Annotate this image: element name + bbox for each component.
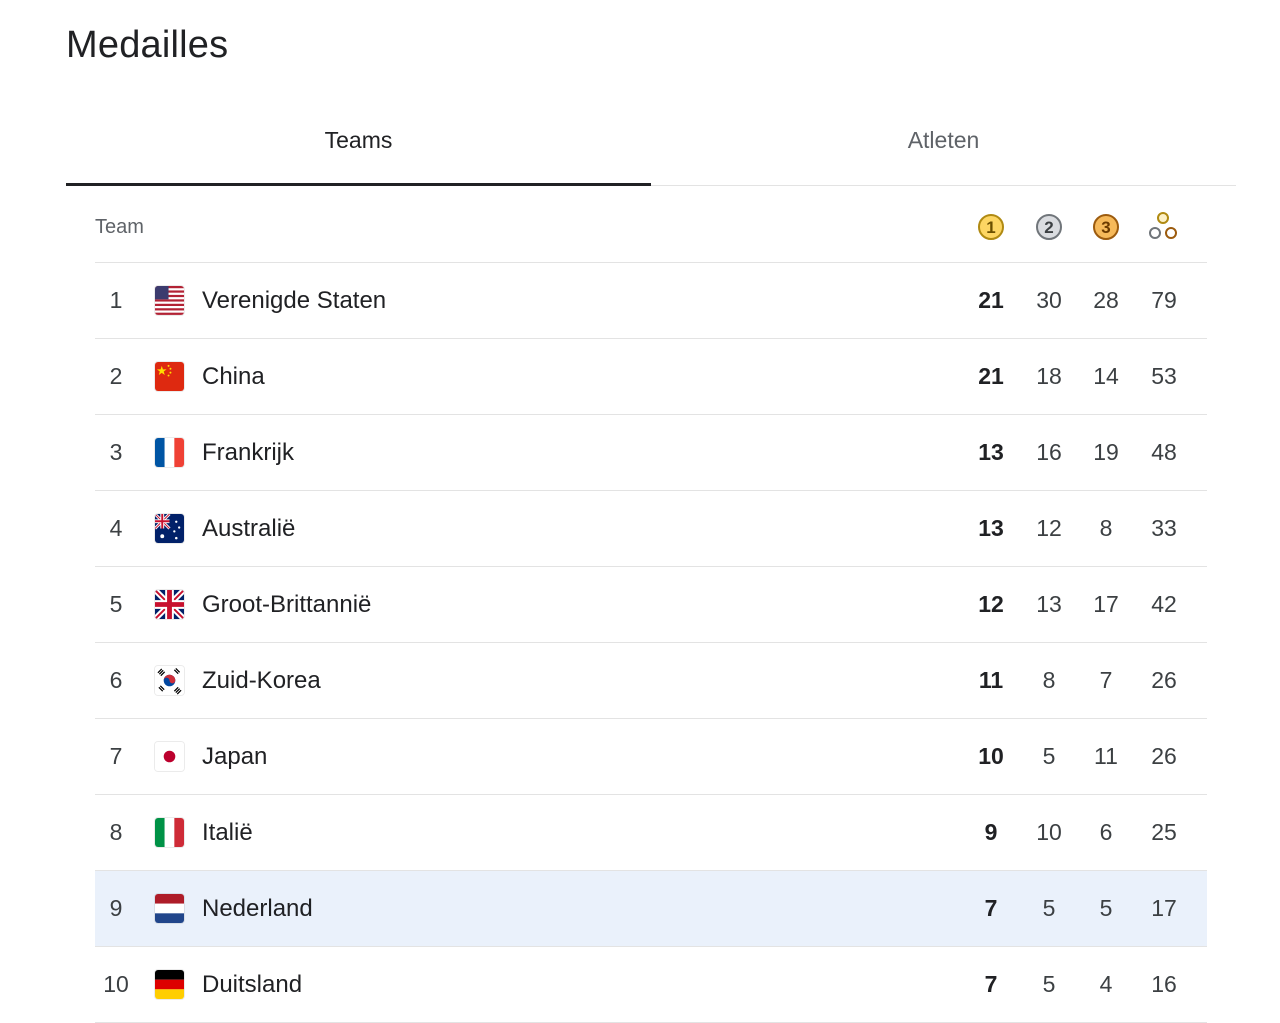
total-count: 33 (1151, 515, 1177, 541)
bronze-count: 7 (1099, 667, 1113, 693)
rank: 4 (109, 515, 123, 541)
us-flag-icon (155, 286, 184, 315)
tab-atleten[interactable]: Atleten (907, 127, 980, 153)
country-name: Groot-Brittannië (202, 590, 372, 618)
total-count: 25 (1151, 819, 1177, 845)
gold-count: 7 (984, 971, 998, 997)
nl-flag-icon (155, 894, 184, 923)
rank: 3 (109, 439, 123, 465)
tab-teams[interactable]: Teams (66, 100, 651, 186)
column-header-team[interactable]: Team (95, 215, 144, 238)
country-name: China (202, 362, 265, 390)
bronze-medal-label: 3 (1093, 214, 1119, 240)
bronze-count: 4 (1099, 971, 1113, 997)
silver-count: 13 (1036, 591, 1062, 617)
de-flag-icon (155, 970, 184, 999)
gb-flag-icon (155, 590, 184, 619)
table-row[interactable]: 6 Zuid-Korea 11 8 7 26 (95, 643, 1207, 719)
bronze-count: 11 (1094, 743, 1118, 769)
country-name: Italië (202, 818, 253, 846)
bronze-count: 14 (1093, 363, 1119, 389)
table-row[interactable]: 4 Australië 13 12 8 33 (95, 491, 1207, 567)
jp-flag-icon (155, 742, 184, 771)
gold-count: 21 (978, 363, 1004, 389)
au-flag-icon (155, 514, 184, 543)
rank: 2 (109, 363, 123, 389)
bronze-count: 8 (1099, 515, 1113, 541)
bronze-count: 6 (1099, 819, 1113, 845)
rank: 6 (109, 667, 123, 693)
rank: 5 (109, 591, 123, 617)
gold-medal-label: 1 (978, 214, 1004, 240)
table-row[interactable]: 3 Frankrijk 13 16 19 48 (95, 415, 1207, 491)
fr-flag-icon (155, 438, 184, 467)
silver-count: 5 (1042, 971, 1056, 997)
gold-count: 13 (978, 515, 1004, 541)
rank: 8 (109, 819, 123, 845)
rank: 9 (109, 895, 123, 921)
country-name: Japan (202, 742, 268, 770)
silver-medal-icon[interactable]: 2 (1033, 211, 1065, 243)
total-count: 17 (1151, 895, 1177, 921)
bronze-medal-icon[interactable]: 3 (1090, 211, 1122, 243)
table-body: 1 Verenigde Staten 21 30 28 79 2 China 2… (95, 263, 1207, 1023)
silver-count: 10 (1036, 819, 1062, 845)
gold-count: 10 (978, 743, 1004, 769)
bronze-count: 28 (1093, 287, 1119, 313)
gold-medal-icon[interactable]: 1 (975, 211, 1007, 243)
total-count: 48 (1151, 439, 1177, 465)
medal-table: Team 1 2 3 1 Verenigde Staten 21 30 28 7… (95, 192, 1207, 1023)
silver-count: 12 (1036, 515, 1062, 541)
silver-count: 30 (1036, 287, 1062, 313)
table-row[interactable]: 8 Italië 9 10 6 25 (95, 795, 1207, 871)
silver-count: 5 (1042, 743, 1056, 769)
total-count: 42 (1151, 591, 1177, 617)
country-name: Australië (202, 514, 296, 542)
rank: 10 (103, 971, 129, 997)
page-title: Medailles (66, 24, 229, 66)
gold-count: 7 (984, 895, 998, 921)
gold-count: 21 (978, 287, 1004, 313)
rank: 1 (109, 287, 123, 313)
gold-count: 9 (984, 819, 998, 845)
total-count: 26 (1151, 667, 1177, 693)
country-name: Zuid-Korea (202, 666, 321, 694)
medals-total-icon[interactable] (1148, 211, 1180, 243)
total-count: 79 (1151, 287, 1177, 313)
table-row[interactable]: 9 Nederland 7 5 5 17 (95, 871, 1207, 947)
table-row[interactable]: 2 China 21 18 14 53 (95, 339, 1207, 415)
table-header: Team 1 2 3 (95, 192, 1207, 263)
silver-count: 18 (1036, 363, 1062, 389)
silver-count: 16 (1036, 439, 1062, 465)
bronze-count: 19 (1093, 439, 1119, 465)
tab-bar: Teams Atleten (66, 100, 1236, 186)
silver-count: 5 (1042, 895, 1056, 921)
gold-count: 13 (978, 439, 1004, 465)
country-name: Duitsland (202, 970, 303, 998)
table-row[interactable]: 5 Groot-Brittannië 12 13 17 42 (95, 567, 1207, 643)
bronze-count: 17 (1093, 591, 1119, 617)
table-row[interactable]: 1 Verenigde Staten 21 30 28 79 (95, 263, 1207, 339)
rank: 7 (109, 743, 123, 769)
kr-flag-icon (155, 666, 184, 695)
bronze-count: 5 (1099, 895, 1113, 921)
gold-count: 12 (978, 591, 1004, 617)
total-count: 16 (1151, 971, 1177, 997)
silver-count: 8 (1042, 667, 1056, 693)
table-row[interactable]: 10 Duitsland 7 5 4 16 (95, 947, 1207, 1023)
total-count: 53 (1151, 363, 1177, 389)
cn-flag-icon (155, 362, 184, 391)
it-flag-icon (155, 818, 184, 847)
country-name: Frankrijk (202, 438, 295, 466)
country-name: Verenigde Staten (202, 286, 387, 314)
country-name: Nederland (202, 894, 313, 922)
gold-count: 11 (978, 667, 1004, 693)
silver-medal-label: 2 (1036, 214, 1062, 240)
table-row[interactable]: 7 Japan 10 5 11 26 (95, 719, 1207, 795)
total-count: 26 (1151, 743, 1177, 769)
